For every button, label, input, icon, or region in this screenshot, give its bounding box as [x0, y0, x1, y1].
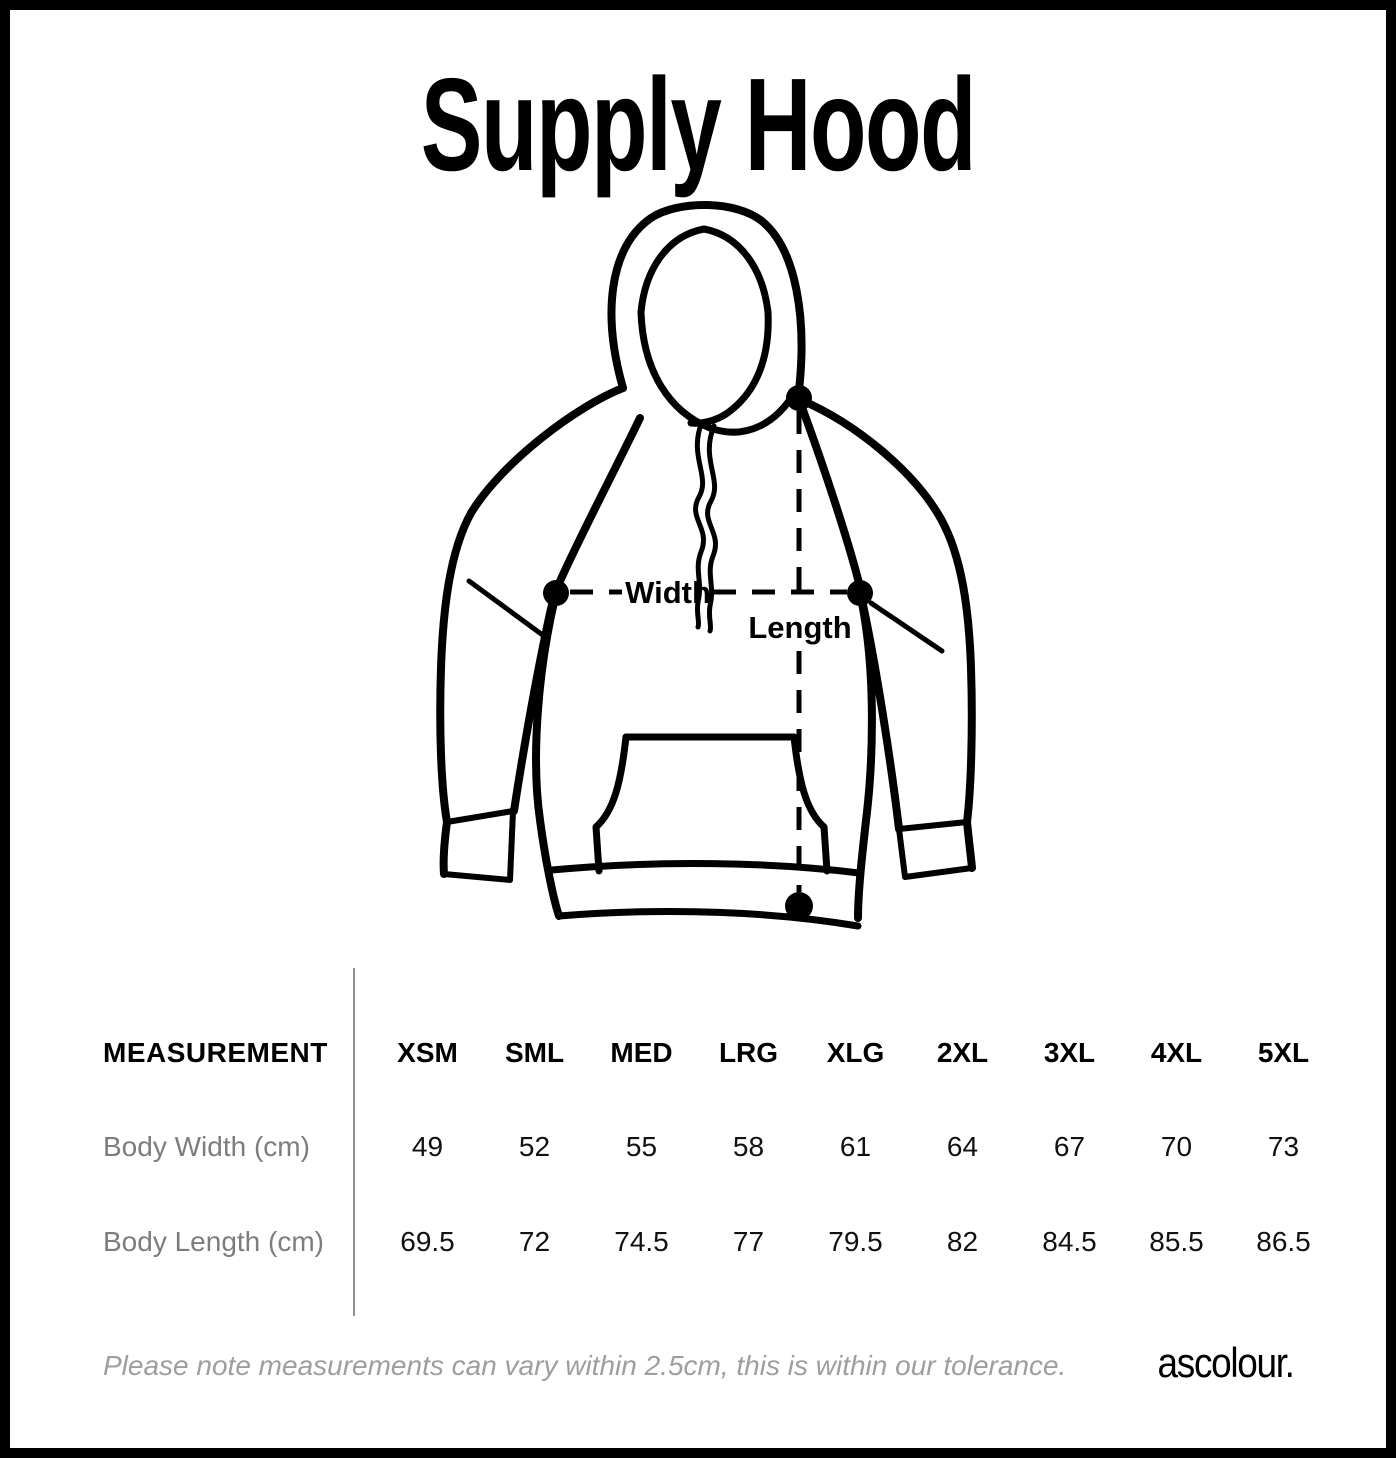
body-width-lrg: 58 — [732, 1131, 765, 1162]
body-width-label: Body Width (cm) — [103, 1131, 310, 1162]
body-width-xlg: 61 — [839, 1131, 872, 1162]
size-header-4xl: 4XL — [1150, 1037, 1203, 1068]
brand-logo: ascolour. — [1157, 1339, 1295, 1386]
body-width-sml: 52 — [518, 1131, 551, 1162]
body-length-xlg: 79.5 — [828, 1226, 883, 1257]
hem-point-dot — [785, 892, 813, 920]
left-armpit-dot — [543, 580, 569, 606]
body-length-3xl: 84.5 — [1042, 1226, 1097, 1257]
page-title: Supply Hood — [420, 51, 977, 198]
pocket-left — [592, 733, 630, 875]
hood-right-flap — [687, 308, 772, 427]
body-width-5xl: 73 — [1267, 1131, 1300, 1162]
body-width-xsm: 49 — [411, 1131, 444, 1162]
size-header-2xl: 2XL — [936, 1037, 989, 1068]
size-header-xsm: XSM — [397, 1037, 458, 1068]
body-left-edge — [532, 594, 563, 920]
shoulder-point-dot — [786, 385, 812, 411]
hood-opening-right — [700, 225, 772, 316]
tolerance-note: Please note measurements can vary within… — [103, 1350, 1067, 1381]
body-width-2xl: 64 — [946, 1131, 979, 1162]
left-cuff — [441, 808, 516, 883]
right-underarm-seam — [868, 600, 945, 654]
size-header-5xl: 5XL — [1257, 1037, 1310, 1068]
drawstring-right — [705, 423, 718, 634]
body-right-edge — [854, 594, 876, 922]
body-length-med: 74.5 — [614, 1226, 669, 1257]
body-length-lrg: 77 — [732, 1226, 765, 1257]
hoodie-outline — [436, 201, 976, 922]
body-width-4xl: 70 — [1160, 1131, 1193, 1162]
body-length-xsm: 69.5 — [400, 1226, 455, 1257]
size-header-lrg: LRG — [718, 1037, 779, 1068]
pocket-right — [790, 733, 831, 875]
size-header-xlg: XLG — [826, 1037, 885, 1068]
body-length-label: Body Length (cm) — [103, 1226, 324, 1257]
seam-details — [466, 419, 945, 654]
measurement-header: MEASUREMENT — [103, 1037, 328, 1068]
table-divider-line — [353, 968, 355, 1316]
right-raglan-seam — [799, 406, 864, 591]
size-table-header-row: MEASUREMENT XSM SML MED LRG XLG 2XL 3XL … — [10, 1029, 1386, 1077]
size-header-3xl: 3XL — [1043, 1037, 1096, 1068]
drawstring-left — [693, 419, 706, 630]
cuffs — [441, 808, 975, 883]
body-width-row: Body Width (cm) 49 52 55 58 61 64 67 70 … — [10, 1123, 1386, 1171]
left-underarm-seam — [466, 578, 547, 639]
hem-top-line — [548, 860, 863, 877]
body-length-4xl: 85.5 — [1149, 1226, 1204, 1257]
body-length-sml: 72 — [518, 1226, 551, 1257]
body-width-3xl: 67 — [1053, 1131, 1086, 1162]
hood-outer — [607, 201, 806, 394]
right-cuff — [896, 819, 975, 880]
body-length-row: Body Length (cm) 69.5 72 74.5 77 79.5 82… — [10, 1218, 1386, 1266]
hoodie-measurement-diagram: Width Length — [436, 201, 976, 930]
hood-opening-left — [637, 225, 708, 316]
width-dimension-label: Width — [625, 575, 711, 610]
body-length-2xl: 82 — [946, 1226, 979, 1257]
measurement-dots — [543, 385, 873, 920]
hem-bottom-line — [555, 907, 862, 930]
left-raglan-seam — [553, 414, 644, 592]
hood-left-flap — [637, 308, 800, 436]
length-dimension-label: Length — [748, 610, 851, 645]
dimension-lines — [570, 411, 847, 892]
right-armpit-dot — [847, 580, 873, 606]
size-header-med: MED — [610, 1037, 673, 1068]
size-header-sml: SML — [504, 1037, 565, 1068]
body-length-5xl: 86.5 — [1256, 1226, 1311, 1257]
left-sleeve-outer — [436, 384, 627, 878]
body-width-med: 55 — [625, 1131, 658, 1162]
